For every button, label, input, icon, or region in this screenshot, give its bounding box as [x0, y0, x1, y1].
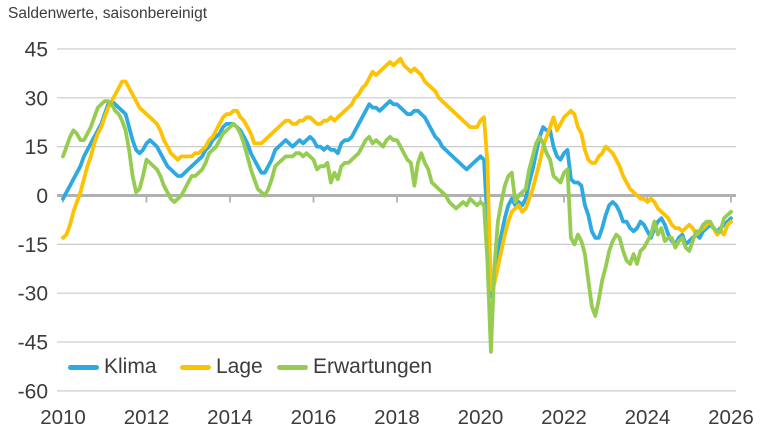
x-axis-label: 2014: [207, 406, 253, 429]
x-axis-label: 2026: [708, 406, 754, 429]
x-axis-label: 2016: [291, 406, 337, 429]
x-axis-label: 2020: [458, 406, 504, 429]
series-line-lage: [61, 56, 733, 292]
x-axis-label: 2012: [124, 406, 170, 429]
y-axis-label: 45: [25, 38, 48, 61]
x-axis-label: 2024: [625, 406, 671, 429]
x-axis-label: 2010: [40, 406, 86, 429]
series-line-klima: [61, 99, 733, 299]
y-axis-label: 0: [36, 185, 48, 208]
x-axis-label: 2018: [374, 406, 420, 429]
series-line-erwartungen: [61, 99, 733, 354]
y-axis-label: 30: [25, 87, 48, 110]
y-axis-label: -45: [18, 332, 48, 355]
y-axis-label: -60: [18, 380, 48, 403]
y-axis-label: -15: [18, 234, 48, 257]
chart-title: Saldenwerte, saisonbereinigt: [8, 5, 208, 22]
y-axis-label: 15: [25, 136, 48, 159]
x-axis-label: 2022: [541, 406, 587, 429]
y-axis-label: -30: [18, 283, 48, 306]
